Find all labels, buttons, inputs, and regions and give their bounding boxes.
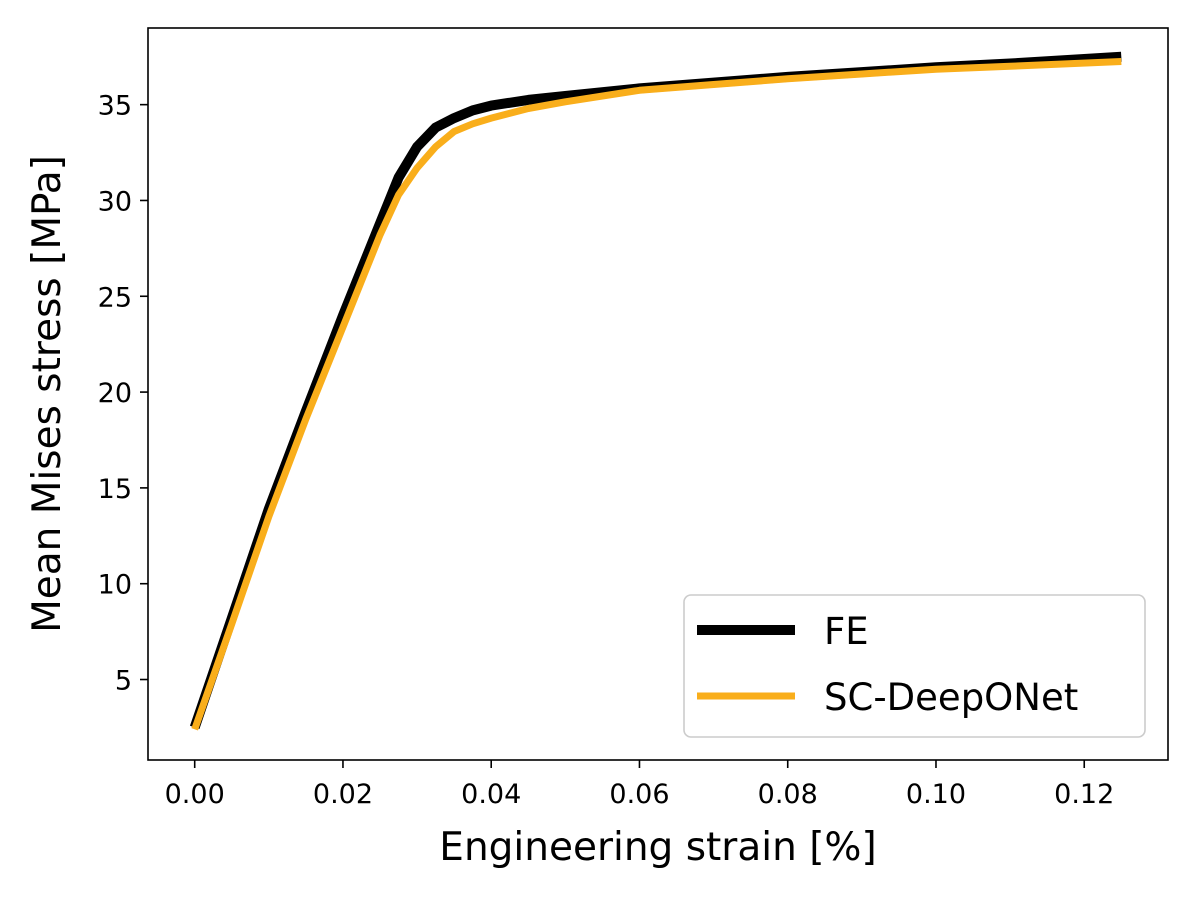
legend-label-fe: FE <box>824 610 869 653</box>
y-axis-title: Mean Mises stress [MPa] <box>25 155 70 633</box>
x-axis: 0.00 0.02 0.04 0.06 0.08 0.10 0.12 <box>165 760 1114 810</box>
x-tick-label: 0.12 <box>1054 779 1114 810</box>
y-tick-label: 35 <box>98 91 132 122</box>
plot-frame <box>147 27 1169 761</box>
x-tick-label: 0.00 <box>165 779 225 810</box>
legend-frame <box>683 594 1146 738</box>
x-axis-title: Engineering strain [%] <box>439 825 876 870</box>
legend-label-sc-deeponet: SC-DeepONet <box>824 676 1078 719</box>
y-tick-label: 10 <box>98 570 132 601</box>
series-layer <box>189 51 1122 731</box>
y-tick-label: 15 <box>98 474 132 505</box>
x-tick-label: 0.04 <box>461 779 521 810</box>
x-tick-label: 0.06 <box>609 779 669 810</box>
legend: FE SC-DeepONet <box>683 594 1146 738</box>
series-line-sc-deeponet <box>191 58 1122 731</box>
x-tick-label: 0.08 <box>758 779 818 810</box>
y-tick-label: 30 <box>98 186 132 217</box>
y-tick-label: 5 <box>115 666 132 697</box>
x-tick-label: 0.10 <box>906 779 966 810</box>
y-axis: 5 10 15 20 25 30 35 <box>98 91 148 697</box>
y-tick-label: 20 <box>98 378 132 409</box>
x-tick-label: 0.02 <box>313 779 373 810</box>
y-tick-label: 25 <box>98 282 132 313</box>
